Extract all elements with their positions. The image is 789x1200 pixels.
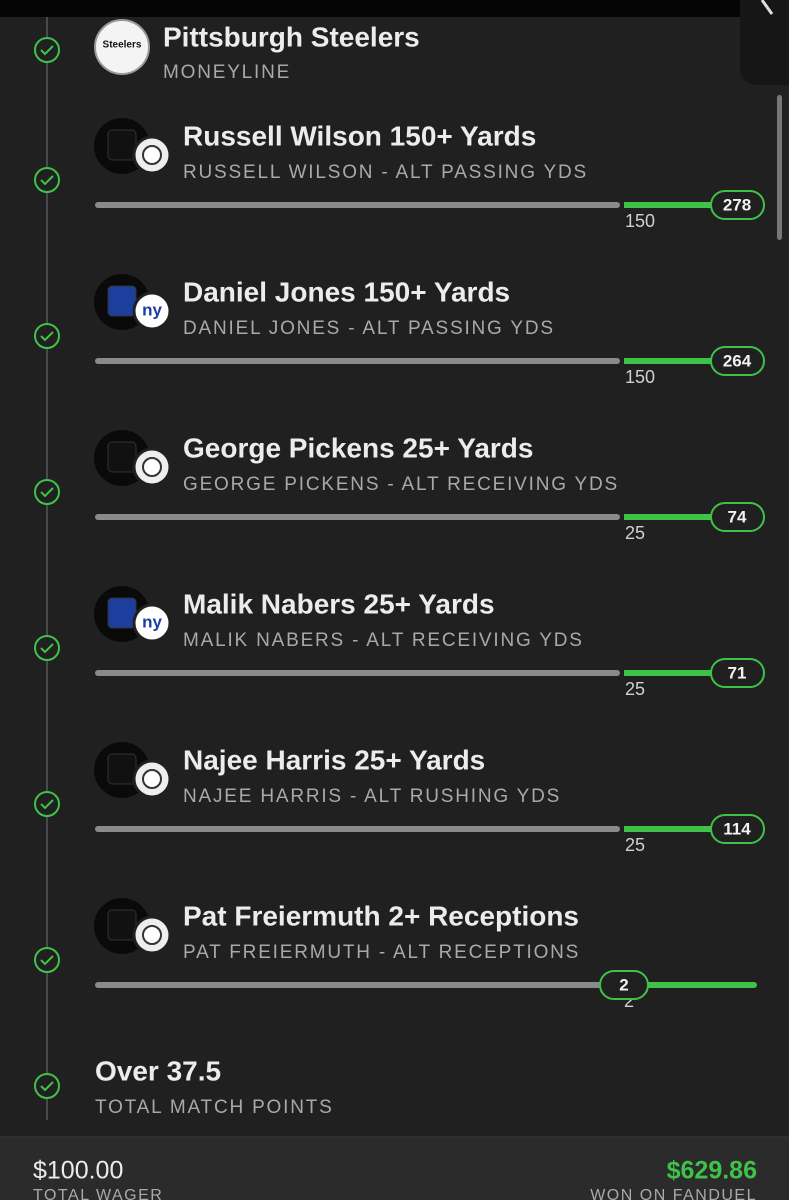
steelers-mark [142,925,162,945]
jersey [107,129,137,161]
jersey [107,285,137,317]
leg-title: Malik Nabers 25+ Yards [183,588,495,619]
team-logo [94,19,150,75]
leg-title: Daniel Jones 150+ Yards [183,276,510,307]
leg-subtitle: RUSSELL WILSON - ALT PASSING YDS [183,162,588,183]
leg-subtitle: NAJEE HARRIS - ALT RUSHING YDS [183,786,561,807]
check-mark [40,175,54,186]
progress-track [95,982,605,988]
leg-title: Pat Freiermuth 2+ Receptions [183,900,579,931]
target-value: 150 [625,211,655,231]
leg-title: Over 37.5 [95,1055,221,1086]
steelers-mark [142,769,162,789]
target-value: 25 [625,523,645,543]
check-circle [34,167,60,193]
check-circle [34,37,60,63]
progress-fill [624,826,740,832]
top-bar [0,0,789,17]
leg-subtitle: DANIEL JONES - ALT PASSING YDS [183,318,555,339]
progress-track [95,826,620,832]
result-value: 2 [619,975,628,994]
progress-track [95,514,620,520]
result-pill [710,502,765,532]
progress-fill [624,202,740,208]
check-circle [34,947,60,973]
progress-track [95,358,620,364]
wager-label: TOTAL WAGER [33,1187,163,1200]
leg-subtitle: TOTAL MATCH POINTS [95,1097,334,1118]
leg-subtitle: PAT FREIERMUTH - ALT RECEPTIONS [183,942,580,963]
scrollbar [777,95,782,240]
jersey [107,597,137,629]
leg-subtitle: MONEYLINE [163,62,291,83]
result-pill [710,190,765,220]
won: $629.86 [667,1157,757,1185]
leg-subtitle: MALIK NABERS - ALT RECEIVING YDS [183,630,584,651]
check-circle [34,323,60,349]
check-circle [34,791,60,817]
footer [0,1137,789,1200]
check-mark [40,799,54,810]
result-pill [599,970,649,1000]
team-badge [132,603,172,643]
close-icon [760,0,774,15]
jersey [107,441,137,473]
check-mark [40,45,54,56]
check-circle [34,635,60,661]
leg-title: Pittsburgh Steelers [163,21,420,52]
check-mark [40,643,54,654]
check-mark [40,331,54,342]
leg-title: Russell Wilson 150+ Yards [183,120,536,151]
close-button[interactable] [740,0,789,85]
target-value: 2 [624,991,634,1011]
result-pill [710,346,765,376]
result-value: 264 [723,351,752,370]
check-mark [40,1081,54,1092]
jersey [107,909,137,941]
result-value: 74 [728,507,747,526]
team-badge [132,291,172,331]
result-pill [710,814,765,844]
check-mark [40,955,54,966]
target-value: 25 [625,679,645,699]
result-pill [710,658,765,688]
logo-text: ny [142,612,162,631]
check-circle [34,1073,60,1099]
steelers-mark [142,457,162,477]
jersey [107,753,137,785]
won-label: WON ON FANDUEL [590,1187,757,1200]
target-value: 25 [625,835,645,855]
progress-fill [640,982,757,988]
progress-track [95,670,620,676]
logo-text: ny [142,300,162,319]
result-value: 114 [723,819,751,838]
logo-text: Steelers [103,40,142,51]
check-mark [40,487,54,498]
check-circle [34,479,60,505]
leg-subtitle: GEORGE PICKENS - ALT RECEIVING YDS [183,474,619,495]
wager: $100.00 [33,1157,123,1185]
leg-title: George Pickens 25+ Yards [183,432,533,463]
result-value: 71 [728,663,747,682]
progress-fill [624,358,740,364]
result-value: 278 [723,195,751,214]
progress-track [95,202,620,208]
progress-fill [624,670,740,676]
progress-fill [624,514,740,520]
target-value: 150 [625,367,655,387]
steelers-mark [142,145,162,165]
leg-title: Najee Harris 25+ Yards [183,744,485,775]
